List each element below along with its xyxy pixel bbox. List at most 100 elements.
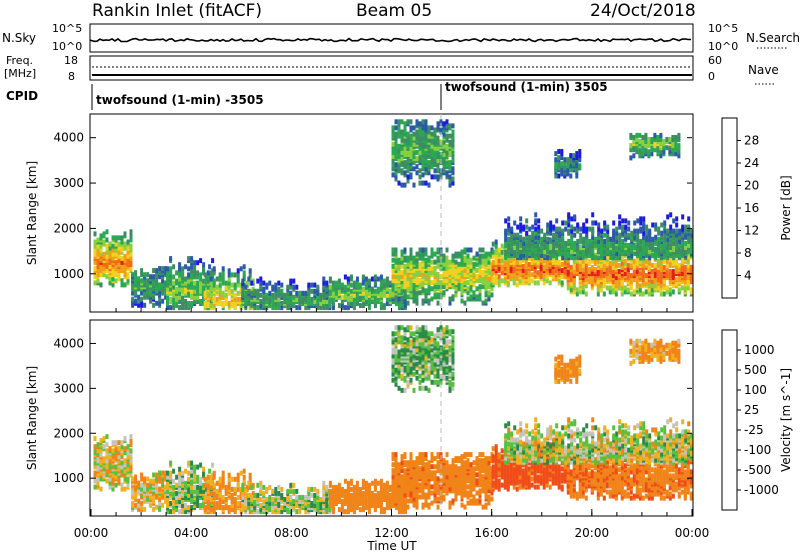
- power-cell: [524, 268, 528, 274]
- power-cell: [582, 236, 586, 242]
- power-cell: [397, 143, 401, 149]
- nsky-tick-bottom: 10^0: [52, 40, 82, 53]
- cpid-label: CPID: [6, 89, 38, 103]
- power-cell: [236, 272, 240, 278]
- velocity-cell: [196, 495, 200, 500]
- power-cell: [597, 238, 601, 244]
- power-cell: [385, 301, 389, 306]
- power-cell: [671, 260, 675, 266]
- power-cell: [433, 269, 437, 275]
- velocity-cell: [123, 446, 127, 452]
- velocity-cell: [265, 497, 269, 502]
- power-cell: [331, 301, 335, 306]
- power-cell: [457, 261, 461, 267]
- power-cell: [475, 294, 479, 300]
- power-cell: [677, 277, 681, 283]
- velocity-cell: [184, 468, 188, 474]
- power-cell: [99, 243, 103, 249]
- power-cell: [650, 137, 654, 142]
- power-cell: [491, 264, 495, 269]
- power-cell: [364, 276, 368, 282]
- velocity-cell: [265, 503, 269, 508]
- velocity-cell: [248, 472, 252, 478]
- power-cell: [120, 259, 124, 265]
- velocity-cell: [256, 492, 260, 498]
- power-cell: [388, 288, 392, 294]
- power-cell: [648, 249, 652, 255]
- power-cell: [196, 290, 200, 296]
- velocity-cell: [313, 492, 317, 498]
- power-cell: [591, 234, 595, 240]
- power-cell: [536, 280, 540, 286]
- power-cell: [627, 226, 631, 232]
- power-cell: [169, 296, 173, 302]
- power-cell: [424, 180, 428, 186]
- power-cell: [283, 292, 287, 298]
- power-cell: [397, 125, 401, 131]
- power-cell: [155, 284, 159, 290]
- velocity-cell: [274, 486, 278, 492]
- power-cell: [418, 149, 422, 155]
- power-cell: [394, 282, 398, 288]
- power-cell: [224, 280, 228, 286]
- power-cell: [140, 268, 144, 274]
- power-cell: [227, 280, 231, 286]
- power-cell: [494, 249, 498, 255]
- power-cell: [638, 287, 642, 293]
- power-cell: [491, 259, 495, 265]
- power-cell: [567, 228, 571, 234]
- power-cell: [472, 274, 476, 279]
- power-cell: [123, 245, 127, 251]
- velocity-cell: [114, 470, 118, 476]
- velocity-cell: [102, 456, 106, 462]
- power-cell: [650, 273, 654, 279]
- power-cell: [663, 220, 667, 226]
- velocity-cell: [129, 438, 133, 444]
- velocity-cell: [172, 478, 176, 484]
- power-cell: [190, 292, 194, 298]
- power-cell: [331, 280, 335, 286]
- power-cell: [641, 277, 645, 283]
- power-cell: [187, 266, 191, 272]
- velocity-cell: [155, 482, 159, 488]
- power-cell: [364, 280, 368, 286]
- power-cell: [605, 285, 609, 291]
- power-cell: [572, 258, 576, 264]
- velocity-cell: [105, 434, 109, 440]
- power-cell: [615, 251, 619, 257]
- power-cell: [603, 232, 607, 238]
- power-cell: [292, 294, 296, 300]
- power-cell: [677, 132, 681, 138]
- power-cell: [557, 163, 561, 169]
- power-cell: [614, 258, 618, 264]
- power-cell: [513, 249, 517, 255]
- power-cell: [415, 129, 419, 135]
- power-cell: [561, 220, 565, 226]
- velocity-cell: [289, 488, 293, 494]
- power-cell: [457, 265, 461, 271]
- velocity-cell: [123, 462, 127, 468]
- power-cell: [665, 258, 669, 264]
- power-cell: [487, 290, 491, 296]
- power-cell: [202, 284, 206, 290]
- power-cell: [412, 182, 416, 188]
- velocity-cell: [289, 482, 293, 488]
- power-cell: [433, 259, 437, 265]
- power-cell: [557, 173, 561, 179]
- power-cell: [349, 282, 353, 288]
- power-cell: [563, 161, 567, 167]
- velocity-cell: [187, 486, 191, 492]
- power-cell: [654, 222, 658, 228]
- power-cell: [569, 271, 573, 277]
- power-cell: [442, 147, 446, 153]
- power-cell: [391, 154, 395, 159]
- power-cell: [632, 271, 636, 277]
- power-cell: [629, 132, 633, 138]
- power-cell: [543, 245, 547, 250]
- power-cell: [635, 269, 639, 274]
- power-cell: [149, 290, 153, 296]
- power-cell: [624, 232, 628, 238]
- velocity-cell: [328, 501, 332, 506]
- power-cell: [497, 247, 501, 253]
- power-cell: [524, 264, 528, 269]
